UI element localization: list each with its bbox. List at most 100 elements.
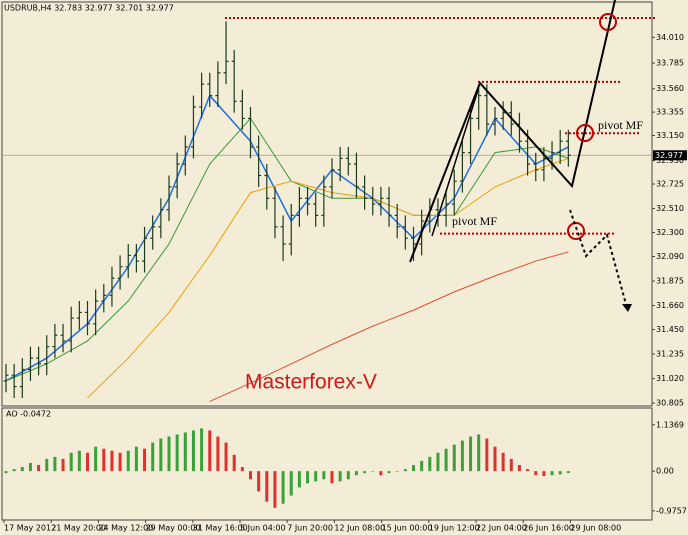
ao-bar [37,465,41,472]
x-tick-label: 17 May 2012 [4,524,56,533]
ao-bar [566,471,570,474]
ao-bar [208,430,212,472]
ao-bar [265,471,269,502]
y-tick-label: 33.785 [656,59,684,68]
x-tick-label: 31 May 16:00 [193,524,248,533]
ao-bar [45,458,49,472]
ao-bar [240,467,244,472]
y-tick-label: 34.010 [656,33,684,42]
ao-bar [493,446,497,472]
y-tick-label: 31.450 [656,325,684,334]
ao-bar [86,452,89,472]
ao-frame [1,407,653,521]
ao-bar [306,471,310,484]
ao-bar [281,471,285,504]
y-tick-label: 30.805 [656,399,684,408]
ao-bar [420,460,424,472]
ao-bar [12,469,16,472]
forecast-arrow [569,209,628,309]
ao-bar [297,471,301,488]
ao-bar [61,458,65,472]
ao-bar [363,471,367,474]
ao-bar [354,471,358,476]
ao-bar [257,471,261,492]
ao-bar [444,448,448,472]
x-tick-label: 29 May 00:00 [146,524,201,533]
y-tick-label: 1.1369 [656,420,684,429]
ao-bar [53,456,57,472]
ao-bar [20,467,24,472]
y-tick-label: 33.560 [656,84,684,93]
x-tick-label: 22 Jun 04:00 [476,524,527,533]
circle [576,124,594,142]
y-tick-label: 32.930 [656,156,684,165]
x-tick-label: 15 Jun 00:00 [382,524,433,533]
ao-bar [126,450,130,472]
ao-bar [395,471,399,472]
ao-bar [436,452,440,472]
moving-average [209,251,569,402]
x-tick-label: 12 Jun 08:00 [334,524,385,533]
x-tick-label: 5 Jun 04:00 [240,524,286,533]
ao-bar [558,471,562,475]
ao-bar [77,450,81,472]
ao-bar [28,462,32,472]
x-tick-label: 29 Jun 08:00 [570,524,621,533]
ao-bar [460,440,464,472]
ao-bar [501,452,505,472]
ao-bar [191,430,195,472]
circle [599,13,617,31]
ao-bar [102,448,106,472]
x-tick-label: 26 Jun 16:00 [523,524,574,533]
ao-bar [526,469,530,472]
y-tick-label: 33.355 [656,108,684,117]
ao-bar [232,454,236,472]
ao-bar [469,436,473,472]
ao-bar [183,432,187,472]
ao-bar [175,434,179,472]
y-tick-label: 31.020 [656,374,684,383]
last-price-box [653,150,687,161]
ao-bar [273,471,277,508]
ao-bar [118,452,122,472]
ao-bar [534,471,538,476]
y-tick-label: 31.875 [656,277,684,286]
ao-bar [143,448,147,472]
ao-bar [151,442,155,472]
ao-bar [346,471,350,480]
ao-bar [159,438,163,472]
y-tick-label: 32.300 [656,228,684,237]
ao-bar [224,442,228,472]
ao-bar [94,446,98,472]
chart-title: USDRUB,H4 32.783 32.977 32.701 32.977 [4,4,174,13]
watermark: Masterforex-V [245,371,377,394]
y-tick-label: 0.00 [656,467,674,476]
main-frame [1,1,653,407]
ao-bar [69,452,73,472]
y-tick-label: 33.150 [656,131,684,140]
ao-bar [338,471,342,482]
y-tick-label: -0.9757 [656,506,687,515]
x-tick-label: 7 Jun 20:00 [287,524,333,533]
ao-bar [249,471,252,480]
ao-bar [314,471,318,482]
annotation: pivot MF [598,118,643,132]
ao-bar [322,471,326,480]
marks: 34.010 33.785 33.560 33.355 33.150 32.930 32.7… [2,16,687,533]
ao-bar [330,471,334,484]
y-tick-label: 32.725 [656,180,684,189]
ao-bar [485,438,489,472]
ao-bar [403,469,407,472]
ao-bar [477,434,481,472]
x-tick-label: 24 May 12:00 [98,524,153,533]
ao-bar [167,436,171,472]
ao-bar [387,471,391,474]
circle [567,222,585,240]
trend-lines [409,0,616,263]
drawings [409,0,632,312]
ao-bar [428,456,432,472]
ao-bar [200,428,204,472]
ao-bar [134,446,138,472]
